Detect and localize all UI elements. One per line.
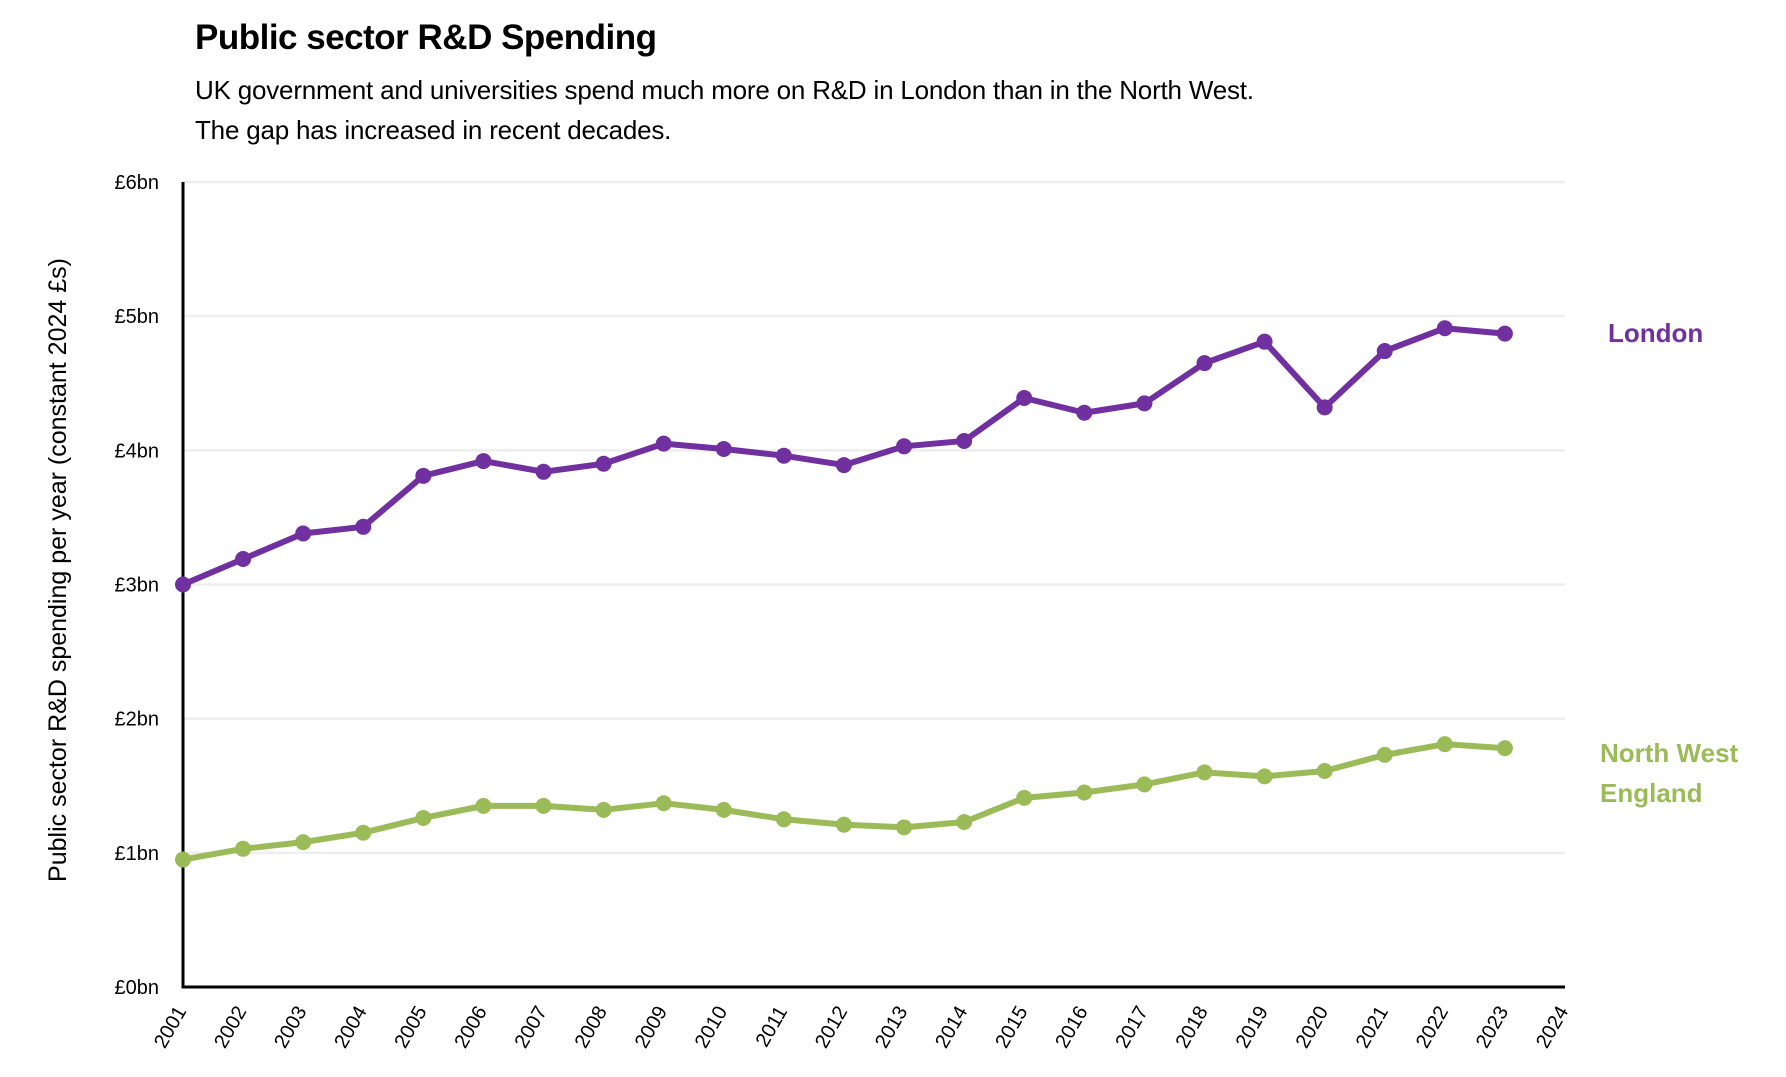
north-west-england-point-2005: [415, 809, 432, 826]
north-west-england-point-2016: [1076, 784, 1093, 801]
north-west-england-point-2021: [1376, 746, 1393, 763]
x-tick-label: 2019: [1232, 1003, 1273, 1053]
london-point-2012: [835, 457, 852, 474]
chart-title: Public sector R&D Spending: [195, 18, 657, 57]
london-point-2007: [535, 463, 552, 480]
x-tick-label: 2023: [1472, 1003, 1513, 1053]
x-tick-label: 2006: [450, 1003, 491, 1053]
x-tick-label: 2005: [390, 1003, 431, 1053]
london-point-2019: [1256, 333, 1273, 350]
x-tick-label: 2024: [1532, 1003, 1573, 1053]
x-tick-label: 2011: [752, 1003, 793, 1051]
north-west-england-point-2018: [1196, 764, 1213, 781]
london-label: London: [1608, 318, 1703, 348]
london-point-2004: [355, 518, 372, 535]
y-tick-label: £6bn: [115, 172, 160, 194]
north-west-england-point-2020: [1316, 762, 1333, 779]
north-west-england-point-2022: [1436, 736, 1453, 753]
north-west-england-label: England: [1600, 778, 1703, 808]
subtitle-line-2: The gap has increased in recent decades.: [195, 115, 672, 145]
north-west-england-point-2023: [1496, 740, 1513, 757]
north-west-england-label: North West: [1600, 738, 1739, 768]
series-north-west-england: [175, 736, 1513, 868]
x-tick-label: 2021: [1352, 1003, 1393, 1053]
chart-subtitle: UK government and universities spend muc…: [195, 70, 1254, 150]
y-tick-label: £5bn: [115, 306, 160, 328]
london-point-2016: [1076, 404, 1093, 421]
london-point-2015: [1016, 390, 1033, 407]
london-point-2010: [715, 440, 732, 457]
y-tick-label: £0bn: [115, 977, 160, 999]
y-axis-ticks: £0bn £1bn £2bn £3bn £4bn £5bn £6bn: [115, 172, 160, 999]
north-west-england-point-2012: [835, 816, 852, 833]
north-west-england-point-2001: [175, 851, 191, 868]
london-point-2003: [295, 525, 312, 542]
london-point-2023: [1496, 325, 1513, 342]
x-tick-label: 2014: [931, 1003, 972, 1053]
series-labels: London North West England: [1600, 318, 1739, 808]
y-axis-title: Public sector R&D spending per year (con…: [44, 258, 72, 882]
x-tick-label: 2020: [1292, 1003, 1333, 1053]
x-tick-label: 2002: [210, 1003, 251, 1053]
north-west-england-point-2017: [1136, 776, 1153, 793]
x-tick-label: 2004: [330, 1003, 371, 1053]
x-tick-label: 2013: [871, 1003, 912, 1053]
north-west-england-point-2010: [715, 801, 732, 818]
north-west-england-point-2015: [1016, 789, 1033, 806]
north-west-england-point-2019: [1256, 768, 1273, 785]
london-point-2018: [1196, 355, 1213, 372]
y-tick-label: £3bn: [115, 575, 160, 597]
london-point-2011: [775, 447, 792, 464]
london-point-2017: [1136, 395, 1153, 412]
x-tick-label: 2008: [571, 1003, 612, 1053]
x-tick-label: 2003: [270, 1003, 311, 1053]
subtitle-line-1: UK government and universities spend muc…: [195, 75, 1254, 105]
london-point-2002: [235, 551, 252, 568]
north-west-england-point-2013: [896, 819, 913, 836]
north-west-england-point-2011: [775, 811, 792, 828]
north-west-england-point-2006: [475, 797, 492, 814]
x-tick-label: 2012: [811, 1003, 852, 1053]
london-point-2008: [595, 455, 612, 472]
gridlines: [183, 180, 1565, 855]
north-west-england-point-2004: [355, 824, 372, 841]
london-point-2013: [896, 438, 913, 455]
x-tick-label: 2007: [511, 1003, 552, 1053]
london-point-2006: [475, 453, 492, 470]
x-tick-label: 2022: [1412, 1003, 1453, 1053]
x-tick-label: 2009: [631, 1003, 672, 1053]
london-point-2001: [175, 576, 191, 593]
north-west-england-point-2003: [295, 834, 312, 851]
x-axis-ticks: 2001 2002 2003 2004 2005 2006 2007 2008 2009 2010…: [150, 1003, 1573, 1053]
y-tick-label: £2bn: [115, 709, 160, 731]
north-west-england-line: [182, 741, 1506, 863]
x-tick-label: 2010: [691, 1003, 732, 1053]
north-west-england-point-2014: [956, 813, 973, 830]
london-point-2022: [1436, 320, 1453, 337]
x-tick-label: 2001: [150, 1003, 191, 1053]
y-tick-label: £1bn: [115, 843, 160, 865]
x-tick-label: 2016: [1051, 1003, 1092, 1053]
north-west-england-point-2007: [535, 797, 552, 814]
series-group: [175, 320, 1513, 868]
x-tick-label: 2017: [1111, 1003, 1152, 1053]
series-london: [175, 320, 1513, 593]
north-west-england-point-2009: [655, 795, 672, 812]
y-tick-label: £4bn: [115, 440, 160, 462]
x-tick-label: 2015: [991, 1003, 1032, 1053]
london-point-2021: [1376, 343, 1393, 360]
north-west-england-point-2008: [595, 801, 612, 818]
london-point-2020: [1316, 399, 1333, 416]
london-line: [181, 325, 1506, 588]
x-tick-label: 2018: [1172, 1003, 1213, 1053]
london-point-2009: [655, 435, 672, 452]
london-point-2005: [415, 467, 432, 484]
london-point-2014: [956, 432, 973, 449]
north-west-england-point-2002: [235, 840, 252, 857]
